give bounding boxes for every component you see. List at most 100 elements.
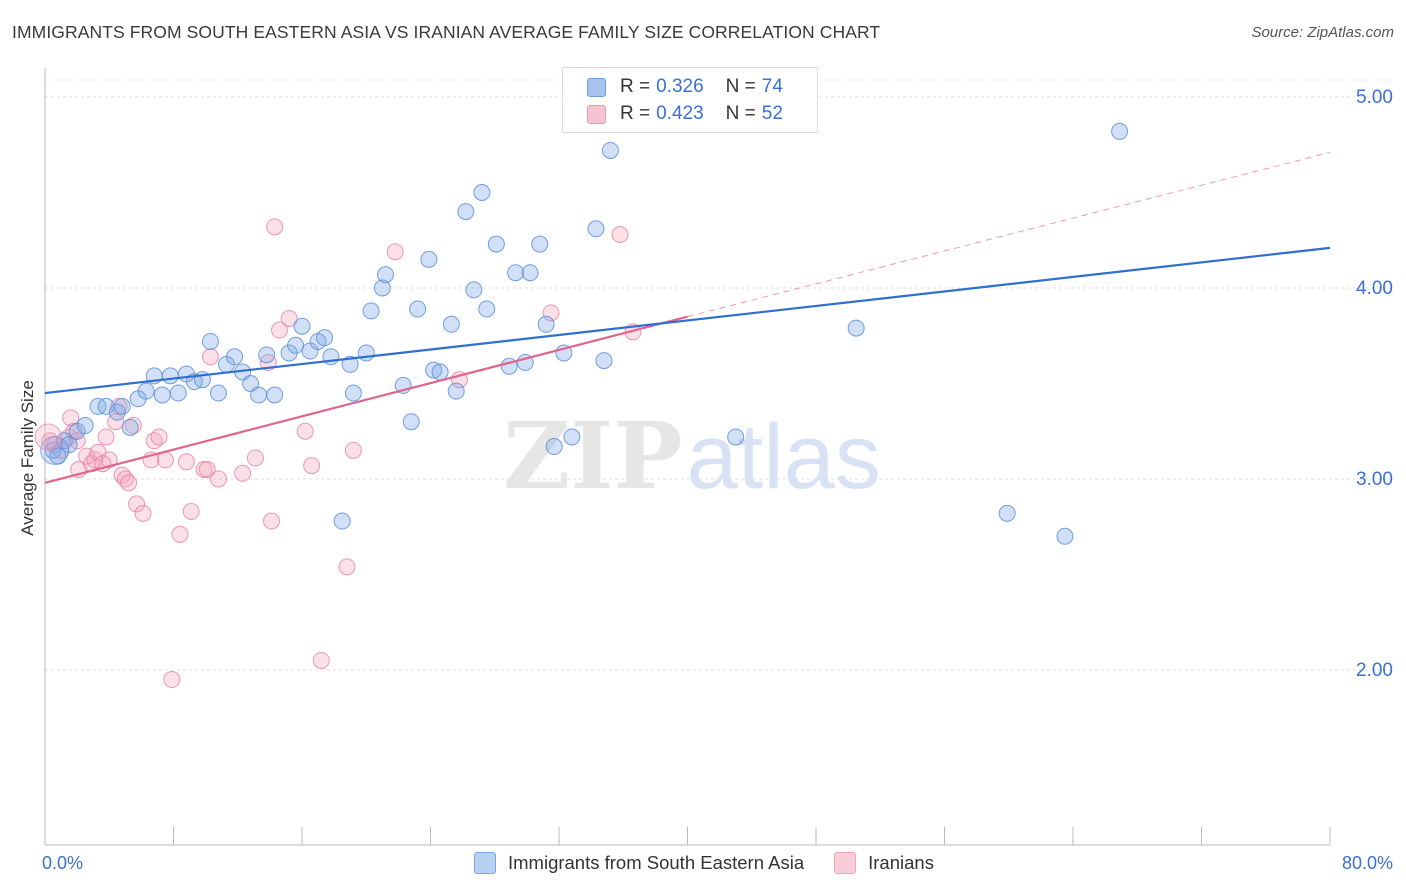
legend-item-series1: Immigrants from South Eastern Asia	[474, 852, 804, 874]
point-southeast-asia	[478, 300, 496, 318]
stats-legend: R = 0.326 N = 74 R = 0.423 N = 52	[562, 67, 818, 133]
point-southeast-asia	[315, 329, 333, 347]
y-tick-label: 4.00	[1356, 278, 1393, 299]
point-iranians	[312, 651, 330, 669]
point-iranians	[611, 226, 629, 244]
point-southeast-asia	[153, 386, 171, 404]
point-southeast-asia	[420, 250, 438, 268]
legend-swatch-series2	[587, 104, 606, 124]
point-iranians	[266, 218, 284, 236]
point-southeast-asia	[447, 382, 465, 400]
point-southeast-asia	[258, 346, 276, 364]
legend-series1-name: Immigrants from South Eastern Asia	[508, 852, 805, 873]
point-southeast-asia	[431, 363, 449, 381]
point-iranians	[128, 495, 146, 513]
trend-southeast-asia	[44, 246, 1331, 395]
legend-n-label: N =	[725, 103, 756, 124]
point-southeast-asia	[1111, 122, 1129, 140]
x-tick-label-min: 0.0%	[42, 853, 83, 873]
legend-n-value: 74	[761, 76, 783, 97]
series-legend: Immigrants from South Eastern Asia Irani…	[474, 852, 964, 874]
legend-row-series1: R = 0.326 N = 74	[587, 75, 783, 99]
point-iranians	[68, 432, 86, 450]
point-southeast-asia	[293, 317, 311, 335]
legend-item-series2: Iranians	[834, 852, 934, 874]
point-southeast-asia	[344, 384, 362, 402]
point-iranians	[344, 441, 362, 459]
point-southeast-asia	[521, 264, 539, 282]
point-southeast-asia	[1056, 527, 1074, 545]
legend-series2-name: Iranians	[868, 852, 934, 873]
legend-n-label: N =	[725, 76, 756, 97]
point-iranians	[120, 474, 138, 492]
tick-labels: 2.00 3.00 4.00 5.00 0.0% 80.0%	[42, 87, 1393, 873]
point-iranians	[338, 558, 356, 576]
y-tick-label: 2.00	[1356, 660, 1393, 681]
x-tick-label-max: 80.0%	[1342, 853, 1393, 873]
point-southeast-asia	[287, 336, 305, 354]
point-southeast-asia	[266, 386, 284, 404]
point-southeast-asia	[727, 428, 745, 446]
point-southeast-asia	[442, 315, 460, 333]
point-iranians	[163, 671, 181, 689]
legend-r-label: R =	[620, 103, 651, 124]
watermark-atlas: atlas	[687, 406, 881, 508]
point-iranians	[97, 428, 115, 446]
legend-swatch-series1	[587, 77, 606, 97]
chart-title: IMMIGRANTS FROM SOUTH EASTERN ASIA VS IR…	[12, 22, 881, 42]
legend-r-value: 0.423	[656, 103, 704, 124]
point-iranians	[209, 470, 227, 488]
point-iranians	[182, 502, 200, 520]
point-iranians	[303, 457, 321, 475]
point-iranians	[271, 321, 289, 339]
point-iranians	[542, 304, 560, 322]
point-iranians	[234, 464, 252, 482]
point-iranians	[177, 453, 195, 471]
point-southeast-asia	[409, 300, 427, 318]
point-southeast-asia	[998, 504, 1016, 522]
trend-iranians-extension	[687, 151, 1331, 318]
legend-r-value: 0.326	[656, 76, 704, 97]
point-southeast-asia	[201, 332, 219, 350]
point-iranians	[34, 423, 62, 451]
point-southeast-asia	[377, 266, 395, 284]
point-iranians	[296, 422, 314, 440]
axes	[44, 68, 1331, 846]
point-southeast-asia	[537, 315, 555, 333]
source-label: Source: ZipAtlas.com	[1251, 24, 1394, 41]
point-southeast-asia	[341, 355, 359, 373]
point-iranians	[100, 451, 118, 469]
point-southeast-asia	[121, 418, 139, 436]
trend-iranians	[44, 315, 688, 484]
point-southeast-asia	[169, 384, 187, 402]
point-southeast-asia	[457, 203, 475, 221]
point-southeast-asia	[137, 382, 155, 400]
point-iranians	[246, 449, 264, 467]
point-southeast-asia	[847, 319, 865, 337]
legend-row-series2: R = 0.423 N = 52	[587, 102, 783, 126]
legend-n-value: 52	[761, 103, 783, 124]
point-southeast-asia	[333, 512, 351, 530]
point-southeast-asia	[507, 264, 525, 282]
point-southeast-asia	[226, 348, 244, 366]
point-southeast-asia	[563, 428, 581, 446]
point-iranians	[201, 348, 219, 366]
point-southeast-asia	[40, 435, 70, 465]
data-points	[34, 92, 1129, 689]
point-southeast-asia	[473, 184, 491, 201]
legend-swatch-series1	[474, 852, 496, 874]
watermark-zip: ZIP	[503, 402, 682, 510]
y-axis-label: Average Family Size	[18, 380, 37, 536]
point-southeast-asia	[362, 302, 380, 320]
trend-lines	[44, 151, 1331, 484]
point-iranians	[156, 451, 174, 469]
point-southeast-asia	[161, 367, 179, 385]
point-southeast-asia	[465, 281, 483, 299]
point-southeast-asia	[425, 361, 443, 379]
point-southeast-asia	[76, 417, 94, 435]
legend-swatch-series2	[834, 852, 857, 874]
y-tick-label: 3.00	[1356, 469, 1393, 490]
point-iranians	[198, 460, 216, 478]
point-southeast-asia	[587, 220, 605, 238]
